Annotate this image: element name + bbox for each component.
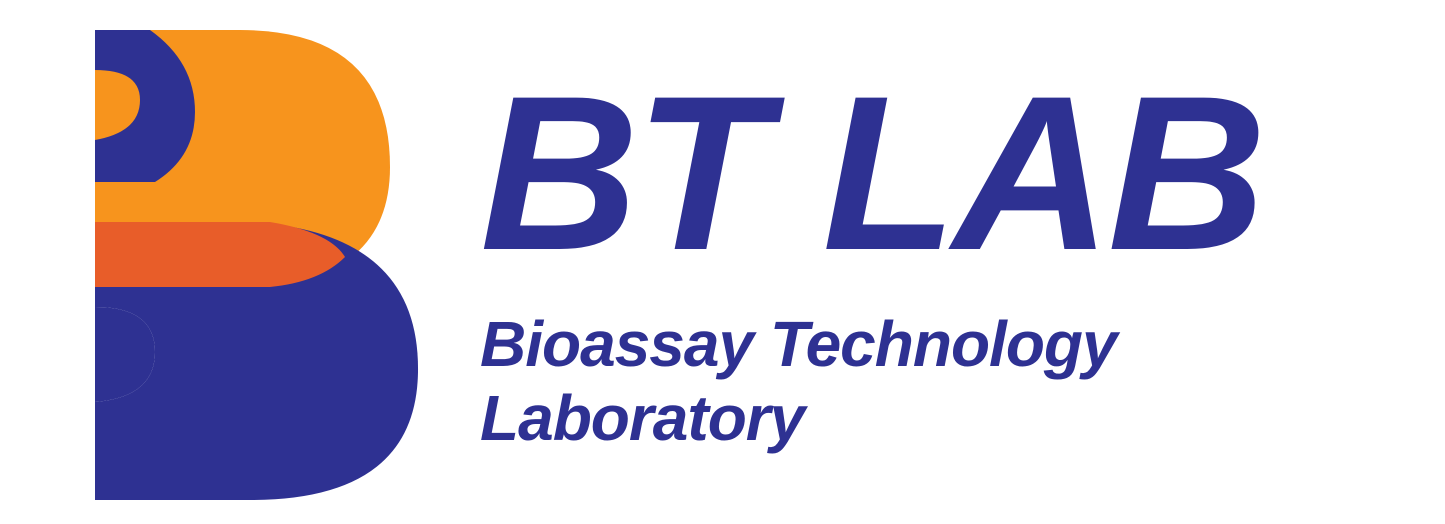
- logo-container: BT LAB Bioassay Technology Laboratory: [0, 0, 1445, 524]
- tagline: Bioassay Technology Laboratory: [480, 308, 1263, 455]
- logo-text-block: BT LAB Bioassay Technology Laboratory: [480, 69, 1263, 455]
- tagline-line-1: Bioassay Technology: [480, 308, 1263, 382]
- logo-mark-icon: [40, 22, 420, 502]
- brand-name: BT LAB: [480, 69, 1263, 278]
- tagline-line-2: Laboratory: [480, 382, 1263, 456]
- overlap: [95, 222, 345, 287]
